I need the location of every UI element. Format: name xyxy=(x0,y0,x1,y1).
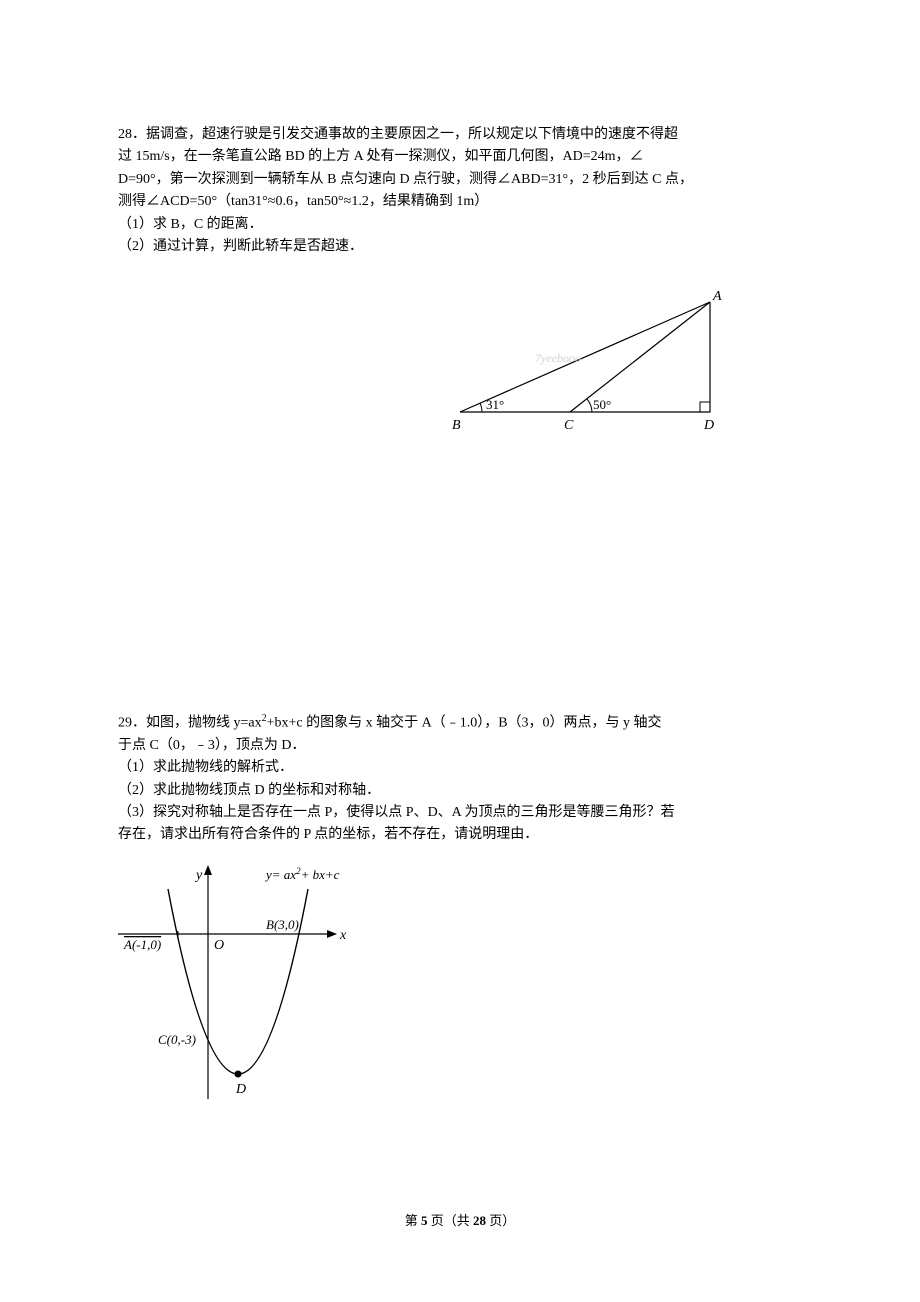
p28-line2: 过 15m/s，在一条笔直公路 BD 的上方 A 处有一探测仪，如平面几何图，A… xyxy=(118,146,802,168)
p29-sub3: （3）探究对称轴上是否存在一点 P，使得以点 P、D、A 为顶点的三角形是等腰三… xyxy=(118,802,802,824)
B-label: B(3,0) xyxy=(266,917,299,932)
angle-50: 50° xyxy=(593,397,611,412)
p28-sub1: （1）求 B，C 的距离． xyxy=(118,214,802,236)
label-D: D xyxy=(703,418,714,433)
problem-28-text: 28．据调查，超速行驶是引发交通事故的主要原因之一，所以规定以下情境中的速度不得… xyxy=(118,124,802,258)
p29-sub2: （2）求此抛物线顶点 D 的坐标和对称轴． xyxy=(118,780,802,802)
D-label: D xyxy=(235,1082,246,1097)
label-B: B xyxy=(452,418,461,433)
eq-label: y= ax2+ bx+c xyxy=(264,866,340,882)
label-C: C xyxy=(564,418,574,433)
problem-28-diagram: A B C D 31° 50° 7yeebooo xyxy=(118,282,802,450)
p29-line2: 于点 C（0，﹣3），顶点为 D． xyxy=(118,735,802,757)
p29-line1: 29．如图，抛物线 y=ax2+bx+c 的图象与 x 轴交于 A（﹣1.0），… xyxy=(118,711,802,735)
angle-31: 31° xyxy=(486,397,504,412)
y-label: y xyxy=(194,868,203,883)
p28-line3: D=90°，第一次探测到一辆轿车从 B 点匀速向 D 点行驶，测得∠ABD=31… xyxy=(118,169,802,191)
problem-29-text: 29．如图，抛物线 y=ax2+bx+c 的图象与 x 轴交于 A（﹣1.0），… xyxy=(118,711,802,847)
A-label: A(-1,0) xyxy=(123,937,161,952)
watermark: 7yeebooo xyxy=(535,351,581,365)
page-footer: 第 5 页（共 28 页） xyxy=(0,1211,920,1232)
x-label: x xyxy=(339,928,347,943)
origin-label: O xyxy=(214,938,224,953)
p28-sub2: （2）通过计算，判断此轿车是否超速． xyxy=(118,236,802,258)
p28-line4: 测得∠ACD=50°（tan31°≈0.6，tan50°≈1.2，结果精确到 1… xyxy=(118,191,802,213)
p29-sub3b: 存在，请求出所有符合条件的 P 点的坐标，若不存在，请说明理由． xyxy=(118,824,802,846)
p29-sub1: （1）求此抛物线的解析式． xyxy=(118,757,802,779)
C-label: C(0,-3) xyxy=(158,1032,196,1047)
p28-line1: 28．据调查，超速行驶是引发交通事故的主要原因之一，所以规定以下情境中的速度不得… xyxy=(118,124,802,146)
label-A: A xyxy=(712,289,722,304)
problem-29-diagram: y x O A(-1,0) B(3,0) C(0,-3) D y= ax2+ b… xyxy=(118,859,802,1117)
